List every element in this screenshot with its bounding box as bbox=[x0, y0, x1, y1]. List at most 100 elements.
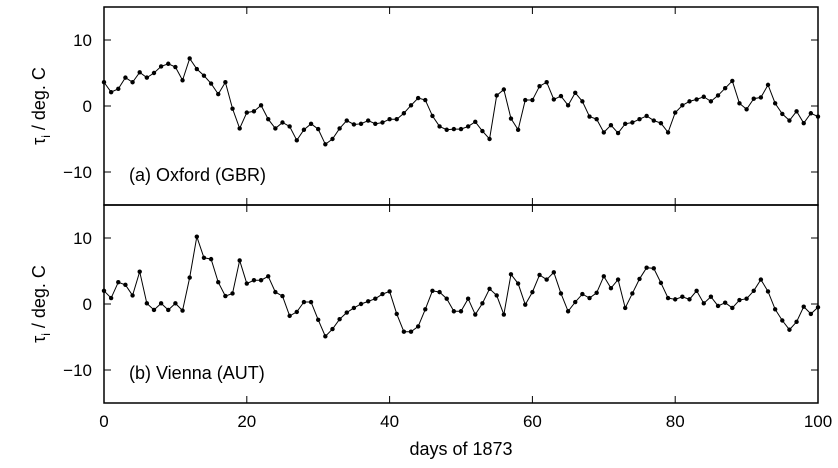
data-point bbox=[323, 142, 328, 147]
data-point bbox=[708, 294, 714, 299]
data-point bbox=[523, 97, 528, 103]
data-point bbox=[815, 114, 821, 119]
data-point bbox=[465, 296, 471, 301]
data-point bbox=[166, 307, 171, 313]
data-point bbox=[587, 295, 592, 301]
data-point bbox=[815, 305, 821, 310]
data-point bbox=[337, 316, 342, 322]
data-point bbox=[501, 312, 507, 317]
data-point bbox=[680, 294, 685, 299]
data-point bbox=[251, 278, 257, 283]
data-point bbox=[615, 130, 621, 136]
data-point bbox=[523, 302, 528, 307]
data-point bbox=[673, 297, 678, 302]
data-point bbox=[415, 324, 421, 329]
data-point bbox=[266, 117, 271, 122]
data-point bbox=[744, 107, 749, 112]
data-point bbox=[151, 307, 157, 313]
y-tick-label: 10 bbox=[73, 229, 92, 248]
data-point bbox=[701, 301, 706, 306]
data-point bbox=[772, 307, 778, 312]
data-point bbox=[187, 275, 192, 280]
series-line bbox=[103, 236, 819, 338]
data-point bbox=[801, 120, 806, 126]
data-point bbox=[237, 258, 242, 263]
data-point bbox=[658, 280, 664, 286]
y-axis-title-rest: / deg. C bbox=[29, 67, 49, 135]
data-point bbox=[780, 318, 785, 323]
data-point bbox=[344, 118, 349, 123]
data-point bbox=[108, 295, 114, 301]
data-point bbox=[401, 329, 407, 334]
data-point bbox=[365, 299, 371, 304]
data-point bbox=[230, 106, 235, 111]
data-point bbox=[101, 288, 107, 293]
data-point bbox=[401, 111, 407, 116]
data-point bbox=[458, 126, 464, 132]
data-point bbox=[465, 124, 471, 129]
y-axis-title-oxford: τi / deg. C bbox=[29, 67, 53, 145]
data-point bbox=[765, 289, 771, 294]
series-oxford bbox=[101, 56, 821, 147]
data-point bbox=[166, 61, 171, 66]
data-point bbox=[808, 111, 814, 116]
data-point bbox=[744, 296, 749, 301]
data-point bbox=[415, 95, 421, 101]
data-point bbox=[708, 99, 714, 104]
data-point bbox=[651, 118, 656, 123]
data-point bbox=[644, 265, 649, 270]
data-point bbox=[237, 126, 242, 131]
data-point bbox=[601, 130, 606, 135]
data-point bbox=[544, 80, 549, 85]
data-point bbox=[287, 313, 292, 319]
x-axis: 0 20 40 60 80 100 bbox=[99, 412, 832, 431]
data-point bbox=[594, 117, 599, 122]
data-point bbox=[722, 85, 728, 91]
data-point bbox=[358, 301, 364, 307]
data-point bbox=[515, 127, 521, 132]
data-point bbox=[365, 118, 371, 123]
data-point bbox=[658, 120, 664, 126]
data-point bbox=[530, 97, 535, 103]
data-point bbox=[344, 310, 349, 315]
data-point bbox=[530, 289, 535, 295]
data-point bbox=[694, 288, 699, 293]
data-point bbox=[537, 84, 542, 89]
data-point bbox=[758, 95, 764, 100]
data-point bbox=[558, 93, 564, 99]
y-tick-label: −10 bbox=[63, 163, 92, 182]
y-tick-label: −10 bbox=[63, 361, 92, 380]
data-point bbox=[430, 288, 435, 293]
panel-vienna: −10 0 10 (b) Vienna (AUT) τi / deg. C bbox=[29, 204, 821, 404]
data-point bbox=[116, 280, 121, 285]
data-point bbox=[266, 274, 271, 279]
data-point bbox=[280, 293, 285, 299]
y-axis-title-subscript: i bbox=[39, 135, 53, 138]
x-tick-label: 80 bbox=[666, 412, 685, 431]
data-point bbox=[451, 126, 457, 132]
data-point bbox=[623, 305, 628, 311]
data-point bbox=[715, 303, 721, 309]
data-point bbox=[394, 311, 399, 317]
data-point bbox=[223, 293, 228, 299]
data-point bbox=[430, 113, 435, 119]
data-point bbox=[201, 73, 207, 78]
data-point bbox=[508, 116, 514, 121]
y-axis-title-vienna: τi / deg. C bbox=[29, 265, 53, 343]
data-point bbox=[580, 291, 585, 297]
data-point bbox=[287, 124, 292, 129]
data-point bbox=[615, 277, 621, 282]
data-point bbox=[680, 103, 685, 108]
data-point bbox=[130, 293, 135, 298]
data-point bbox=[608, 285, 614, 291]
data-point bbox=[508, 272, 514, 277]
x-tick-label: 40 bbox=[380, 412, 399, 431]
data-point bbox=[194, 234, 200, 239]
y-axis-title-rest: / deg. C bbox=[29, 265, 49, 333]
data-point bbox=[244, 110, 249, 115]
data-point bbox=[144, 75, 150, 80]
data-point bbox=[180, 78, 185, 83]
data-point bbox=[737, 297, 742, 303]
x-axis-title: days of 1873 bbox=[409, 439, 512, 459]
data-point bbox=[473, 119, 478, 125]
